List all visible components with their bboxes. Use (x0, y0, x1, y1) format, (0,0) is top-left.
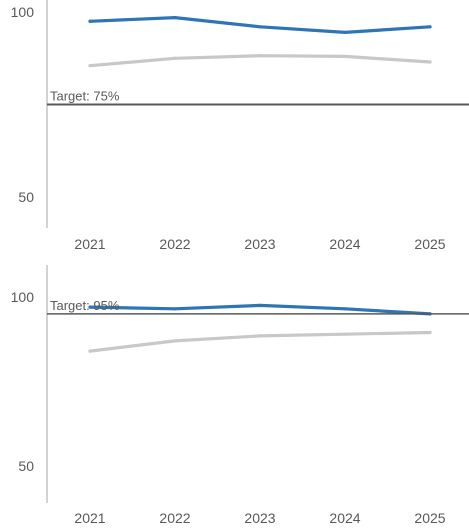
x-tick-label: 2022 (159, 510, 190, 526)
chart-panel-bottom: 100 50 2021 2022 2023 2024 2025 Target: 95% (11, 265, 469, 526)
data-point (428, 25, 432, 29)
data-point (173, 15, 177, 20)
y-tick-label: 50 (18, 189, 34, 205)
data-point (88, 19, 92, 23)
x-tick-label: 2025 (414, 236, 445, 252)
data-point (258, 303, 262, 308)
data-point (343, 307, 347, 311)
data-point (88, 64, 92, 68)
data-point (428, 60, 432, 64)
y-tick-label: 100 (11, 4, 35, 20)
data-point (343, 332, 347, 336)
x-tick-label: 2021 (74, 236, 105, 252)
data-point (343, 30, 347, 34)
x-tick-label: 2022 (159, 236, 190, 252)
x-tick-label: 2021 (74, 510, 105, 526)
data-point (258, 25, 262, 29)
x-tick-label: 2024 (329, 236, 360, 252)
target-label: Target: 75% (50, 89, 120, 104)
data-point (173, 339, 177, 343)
y-tick-label: 50 (18, 458, 34, 474)
data-point (428, 330, 432, 335)
data-point (258, 54, 262, 58)
data-point (258, 334, 262, 338)
data-point (173, 307, 177, 311)
x-tick-label: 2023 (244, 236, 275, 252)
data-point (173, 56, 177, 60)
x-tick-label: 2024 (329, 510, 360, 526)
x-tick-label: 2025 (414, 510, 445, 526)
data-point (88, 349, 92, 353)
data-point (88, 305, 92, 309)
chart-panel-top: 100 50 2021 2022 2023 2024 2025 Target: 75% (11, 0, 469, 252)
data-point (343, 54, 347, 59)
x-tick-label: 2023 (244, 510, 275, 526)
target-label: Target: 95% (50, 298, 120, 313)
series-line (88, 16, 432, 35)
y-tick-label: 100 (11, 289, 35, 305)
